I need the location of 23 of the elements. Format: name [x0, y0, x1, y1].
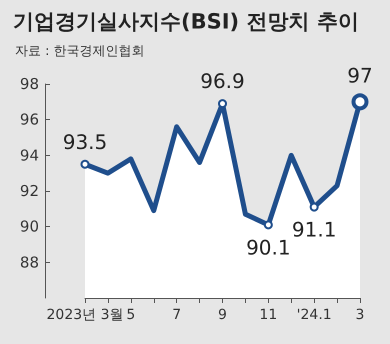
chart-title: 기업경기실사지수(BSI) 전망치 추이: [13, 10, 359, 34]
chart-subtitle: 자료 : 한국경제인협회: [15, 44, 145, 59]
x-tick-label: 2023년 3월: [46, 307, 124, 323]
y-tick-label: 96: [20, 110, 39, 129]
data-label: 91.1: [292, 218, 336, 242]
x-tick-label: 5: [126, 307, 136, 323]
x-tick-label: 7: [172, 307, 182, 323]
y-tick-label: 94: [20, 146, 39, 164]
data-label: 96.9: [200, 69, 245, 94]
point: [310, 202, 319, 212]
data-label: 90.1: [246, 235, 291, 260]
data-label: 97: [347, 63, 373, 88]
x-tick-label: 3: [356, 307, 364, 323]
point: [80, 160, 90, 169]
x-tick-label: '24.1: [296, 307, 332, 323]
y-tick-label: 98: [20, 75, 39, 93]
y-tick-label: 92: [20, 182, 39, 200]
data-label: 93.5: [62, 130, 108, 154]
x-tick-label: 11: [259, 307, 278, 323]
point: [264, 220, 273, 230]
y-tick-label: 90: [20, 218, 39, 236]
y-tick-label: 88: [20, 253, 39, 272]
x-tick-label: 9: [218, 307, 227, 323]
